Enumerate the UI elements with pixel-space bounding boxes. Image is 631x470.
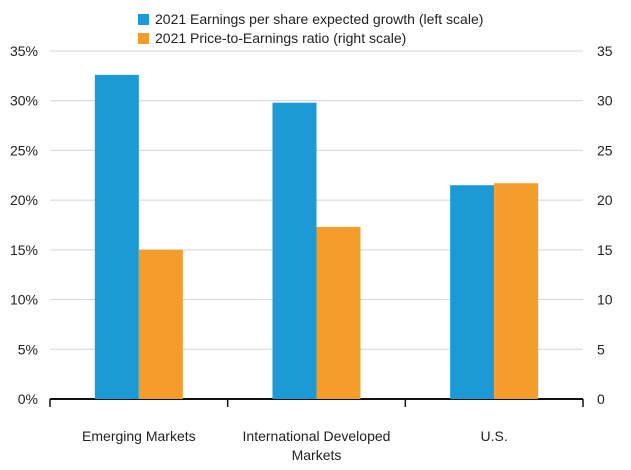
x-category-label: International Developed: [243, 428, 391, 444]
right-tick-label: 30: [597, 93, 613, 109]
right-tick-label: 0: [597, 391, 605, 407]
right-tick-label: 20: [597, 192, 613, 208]
left-tick-label: 30%: [10, 93, 38, 109]
bar-pe-ratio: [494, 183, 539, 399]
x-category-label: U.S.: [481, 428, 508, 444]
right-tick-label: 10: [597, 292, 613, 308]
bar-pe-ratio: [316, 226, 361, 399]
legend-label-eps-growth: 2021 Earnings per share expected growth …: [155, 11, 484, 27]
left-tick-label: 35%: [10, 43, 38, 59]
left-tick-label: 15%: [10, 242, 38, 258]
right-tick-label: 35: [597, 43, 613, 59]
legend-swatch-pe-ratio: [138, 33, 149, 44]
legend-item-pe-ratio: 2021 Price-to-Earnings ratio (right scal…: [138, 29, 483, 48]
left-tick-label: 20%: [10, 192, 38, 208]
left-tick-label: 25%: [10, 142, 38, 158]
right-tick-label: 25: [597, 142, 613, 158]
bar-eps-growth: [272, 102, 317, 400]
x-category-label: Emerging Markets: [82, 428, 196, 444]
legend-swatch-eps-growth: [138, 14, 149, 25]
chart-legend: 2021 Earnings per share expected growth …: [138, 10, 483, 48]
left-tick-label: 0%: [18, 391, 38, 407]
left-tick-label: 10%: [10, 292, 38, 308]
x-category-label: Markets: [292, 447, 342, 463]
legend-item-eps-growth: 2021 Earnings per share expected growth …: [138, 10, 483, 29]
bar-eps-growth: [94, 74, 139, 399]
right-tick-label: 15: [597, 242, 613, 258]
legend-label-pe-ratio: 2021 Price-to-Earnings ratio (right scal…: [155, 30, 407, 46]
left-tick-label: 5%: [18, 341, 38, 357]
bar-eps-growth: [450, 185, 495, 399]
bar-pe-ratio: [138, 249, 183, 399]
right-tick-label: 5: [597, 341, 605, 357]
